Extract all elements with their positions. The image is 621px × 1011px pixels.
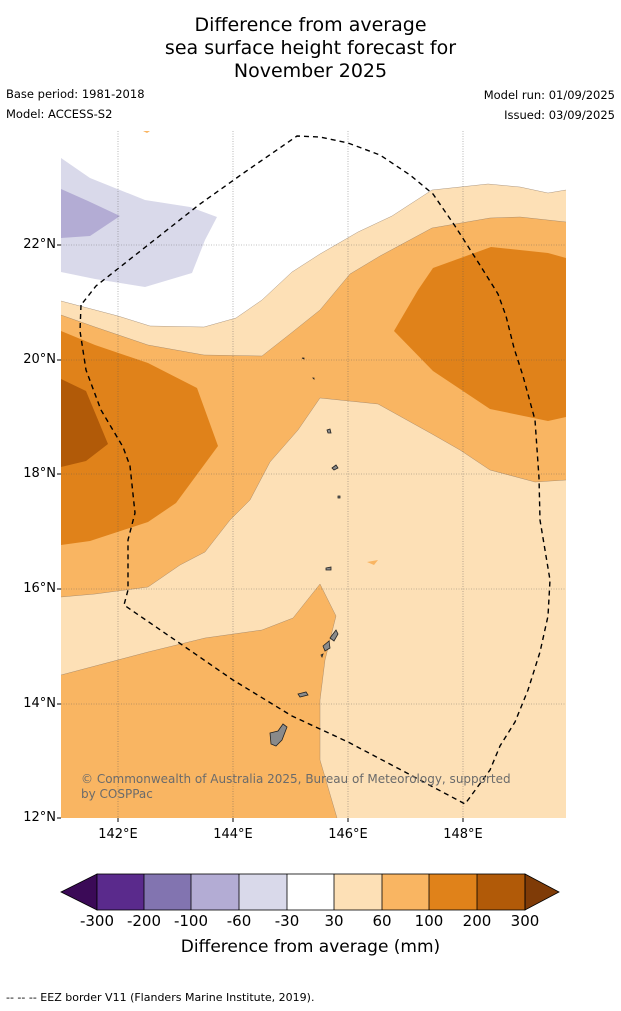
island-agrihan [326,428,332,434]
colorbar-segment [334,874,382,910]
lon-tick-label: 144°E [213,827,253,842]
lat-tick-label: 18°N [23,466,56,481]
island-farallon-de-medinilla [325,566,332,571]
anomaly-100-200-west-region [61,331,218,545]
lat-tick-label: 12°N [23,810,56,825]
colorbar-tick-label: -30 [274,912,300,930]
colorbar-tick-label: -100 [173,912,209,930]
anomaly-near-zero-region [61,131,566,327]
colorbar-segment [144,874,191,910]
base-period-label: Base period: 1981-2018 [6,87,145,101]
islands [269,357,341,747]
colorbar-segment [191,874,239,910]
model-run-label: Model run: 01/09/2025 [483,88,615,102]
colorbar-tick-label: 100 [414,912,444,930]
colorbar-max-extend [524,873,560,911]
anomaly-neg60-neg100-region [61,189,120,238]
graticule [61,131,566,818]
island-alamagan [337,495,341,499]
lat-tick-label: 20°N [23,352,56,367]
colorbar-segment [477,874,525,910]
eez-legend-footer: -- -- -- EEZ border V11 (Flanders Marine… [6,991,315,1004]
colorbar-segment [97,874,144,910]
island-maug [312,377,315,380]
colorbar [60,873,560,911]
island-saipan [329,629,339,642]
island-rota [297,691,309,698]
lat-tick-label: 22°N [23,237,56,252]
island-farallon-de-pajaros [301,357,305,360]
colorbar-tick-label: 300 [510,912,540,930]
colorbar-title: Difference from average (mm) [180,937,441,957]
colorbar-tick-label: -200 [126,912,162,930]
contour-lines [61,183,566,818]
colorbar-tick-label: -300 [79,912,115,930]
colorbar-tick-label: 200 [462,912,492,930]
title-line-1: Difference from average [194,14,427,36]
colorbar-segment [382,874,429,910]
title-line-3: November 2025 [233,60,388,82]
model-label: Model: ACCESS-S2 [6,107,113,121]
colorbar-tick-label: 30 [324,912,344,930]
colorbar-segment [287,874,334,910]
anomaly-small-patch [367,560,378,565]
map-fill-area [61,131,566,818]
island-pagan [331,464,339,471]
copyright-notice: © Commonwealth of Australia 2025, Bureau… [81,772,511,801]
axis-ticks [57,244,464,822]
colorbar-segment [429,874,477,910]
colorbar-tick-label: 60 [372,912,392,930]
lat-tick-label: 14°N [23,696,56,711]
colorbar-min-extend [60,873,98,911]
anomaly-60-100-southwest-region [61,584,337,818]
island-aguijan [320,653,324,659]
colorbar-tick-label: -60 [226,912,252,930]
lat-tick-label: 16°N [23,581,56,596]
chart-title: Difference from average sea surface heig… [0,14,621,83]
eez-border [79,135,551,805]
title-line-2: sea surface height forecast for [164,37,457,59]
island-guam [269,723,288,747]
colorbar-segment [239,874,287,910]
lon-tick-label: 146°E [328,827,368,842]
anomaly-200-300-region [61,379,108,467]
issued-label: Issued: 03/09/2025 [504,108,615,122]
lon-tick-label: 148°E [443,827,483,842]
anomaly-edge-patch [143,131,150,133]
colorbar-frame [96,873,526,911]
island-tinian [322,640,331,652]
anomaly-neg30-neg60-region [61,158,217,287]
lon-tick-label: 142°E [98,827,138,842]
